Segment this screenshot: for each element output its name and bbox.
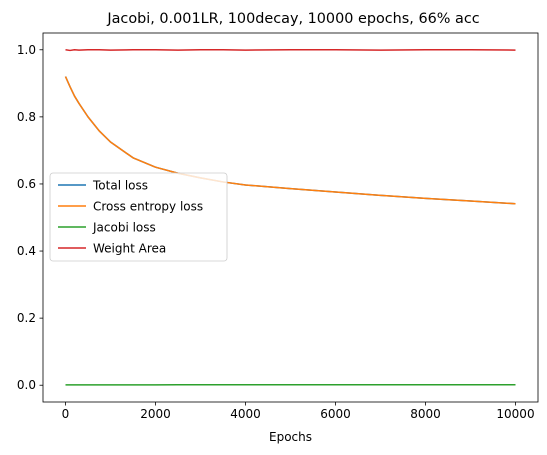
legend-label: Total loss xyxy=(92,179,148,193)
x-tick-label: 0 xyxy=(62,407,70,421)
axes-frame xyxy=(42,32,539,403)
series-line-3 xyxy=(65,49,516,52)
y-tick-label: 0.6 xyxy=(17,177,36,191)
x-tick-label: 2000 xyxy=(140,407,171,421)
legend-label: Cross entropy loss xyxy=(93,200,203,214)
legend-box xyxy=(49,172,228,262)
y-tick-label: 0.2 xyxy=(17,311,36,325)
chart-title: Jacobi, 0.001LR, 100decay, 10000 epochs,… xyxy=(106,11,479,27)
x-axis-ticks: 0 2000 4000 6000 8000 10000 xyxy=(62,402,535,421)
y-tick-label: 0.4 xyxy=(17,244,36,258)
legend-label: Jacobi loss xyxy=(92,221,156,235)
y-tick-label: 0.0 xyxy=(17,378,36,392)
x-axis-label: Epochs xyxy=(269,430,312,444)
x-tick-label: 10000 xyxy=(496,407,534,421)
legend: Total loss Cross entropy loss Jacobi loss W… xyxy=(49,172,228,262)
y-tick-label: 0.8 xyxy=(17,110,36,124)
x-tick-label: 8000 xyxy=(410,407,441,421)
legend-label: Weight Area xyxy=(93,242,166,256)
y-tick-label: 1.0 xyxy=(17,43,36,57)
x-tick-label: 6000 xyxy=(320,407,351,421)
y-axis-ticks: 0.0 0.2 0.4 0.6 0.8 1.0 xyxy=(17,43,43,392)
x-tick-label: 4000 xyxy=(230,407,261,421)
